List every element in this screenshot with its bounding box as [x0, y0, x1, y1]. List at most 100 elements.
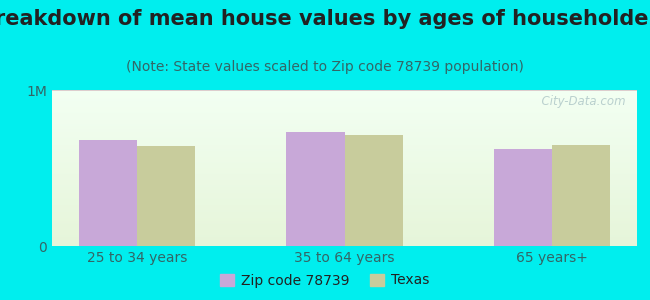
Bar — [52, 181, 637, 182]
Bar — [52, 121, 637, 123]
Bar — [52, 116, 637, 118]
Bar — [52, 185, 637, 187]
Bar — [52, 237, 637, 238]
Bar — [52, 104, 637, 106]
Bar — [52, 98, 637, 99]
Bar — [52, 112, 637, 113]
Bar — [52, 191, 637, 193]
Bar — [52, 174, 637, 176]
Bar — [52, 201, 637, 202]
Bar — [52, 107, 637, 109]
Bar — [52, 194, 637, 196]
Bar — [52, 118, 637, 120]
Bar — [52, 241, 637, 243]
Bar — [52, 230, 637, 232]
Bar — [52, 155, 637, 157]
Bar — [52, 159, 637, 160]
Bar — [79, 140, 136, 246]
Bar — [52, 208, 637, 210]
Bar — [52, 140, 637, 142]
Bar — [52, 213, 637, 215]
Bar — [52, 218, 637, 220]
Bar — [287, 132, 344, 246]
Bar — [52, 103, 637, 104]
Bar — [52, 244, 637, 246]
Bar — [52, 179, 637, 181]
Bar — [52, 129, 637, 130]
Bar — [52, 207, 637, 208]
Bar — [52, 124, 637, 126]
Bar — [52, 176, 637, 177]
Bar — [52, 227, 637, 229]
Bar — [52, 145, 637, 146]
Bar — [52, 113, 637, 115]
Bar — [52, 149, 637, 151]
Bar — [52, 134, 637, 135]
Bar — [52, 137, 637, 138]
Bar — [52, 123, 637, 124]
Bar — [52, 233, 637, 235]
Bar — [52, 101, 637, 103]
Bar — [52, 148, 637, 149]
Bar — [52, 162, 637, 163]
Bar — [52, 143, 637, 145]
Bar — [52, 188, 637, 190]
Bar — [52, 92, 637, 93]
Bar — [52, 165, 637, 166]
Bar — [52, 135, 637, 137]
Bar — [52, 160, 637, 162]
Bar — [52, 243, 637, 244]
Bar — [52, 173, 637, 174]
Bar — [52, 235, 637, 237]
Bar — [52, 221, 637, 223]
Bar — [52, 212, 637, 213]
Bar — [494, 149, 552, 246]
Bar — [52, 206, 637, 207]
Bar — [52, 142, 637, 143]
Bar — [52, 96, 637, 98]
Bar — [52, 190, 637, 191]
Bar — [52, 169, 637, 171]
Bar — [52, 220, 637, 221]
Bar — [52, 99, 637, 101]
Text: City-Data.com: City-Data.com — [534, 95, 625, 108]
Bar — [136, 146, 195, 246]
Bar — [52, 240, 637, 241]
Bar — [52, 215, 637, 216]
Legend: Zip code 78739, Texas: Zip code 78739, Texas — [214, 268, 436, 293]
Bar — [52, 216, 637, 218]
Bar — [52, 226, 637, 227]
Bar — [52, 204, 637, 206]
Bar — [52, 106, 637, 107]
Bar — [52, 110, 637, 112]
Bar — [52, 152, 637, 154]
Bar — [52, 198, 637, 199]
Bar — [52, 232, 637, 233]
Bar — [52, 109, 637, 110]
Bar — [52, 95, 637, 96]
Bar — [52, 210, 637, 212]
Bar — [52, 184, 637, 185]
Bar — [52, 229, 637, 230]
Bar — [52, 168, 637, 170]
Text: (Note: State values scaled to Zip code 78739 population): (Note: State values scaled to Zip code 7… — [126, 60, 524, 74]
Bar — [552, 145, 610, 246]
Bar — [52, 154, 637, 155]
Bar — [52, 130, 637, 132]
Bar — [52, 151, 637, 152]
Text: Breakdown of mean house values by ages of householders: Breakdown of mean house values by ages o… — [0, 9, 650, 29]
Bar — [52, 177, 637, 179]
Bar — [52, 224, 637, 226]
Bar — [52, 93, 637, 95]
Bar — [52, 138, 637, 140]
Bar — [52, 146, 637, 148]
Bar — [52, 182, 637, 184]
Bar — [52, 157, 637, 159]
Bar — [52, 90, 637, 92]
Bar — [52, 171, 637, 173]
Bar — [344, 135, 402, 246]
Bar — [52, 163, 637, 165]
Bar — [52, 187, 637, 188]
Bar — [52, 202, 637, 204]
Bar — [52, 126, 637, 128]
